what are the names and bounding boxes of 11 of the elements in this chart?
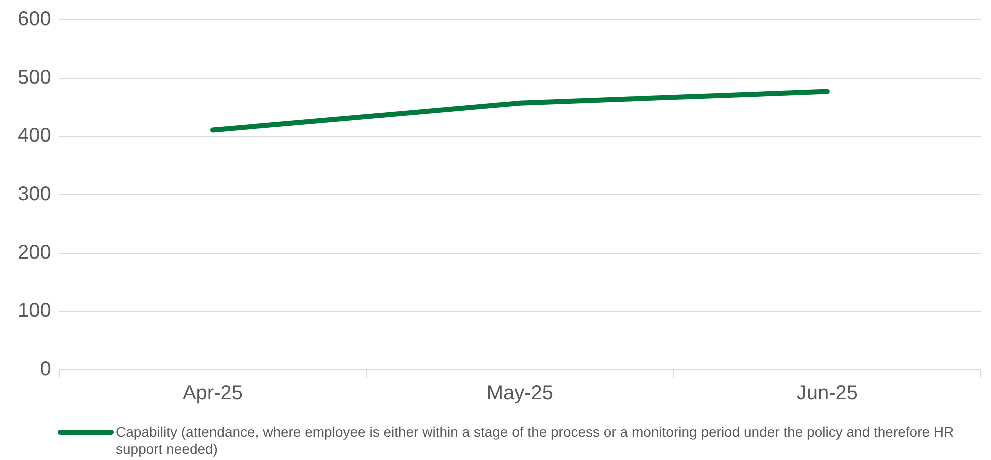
y-tick-label: 300 <box>18 184 52 206</box>
y-tick-label: 0 <box>40 358 52 381</box>
y-tick-label: 600 <box>18 8 52 31</box>
y-tick-label: 500 <box>18 66 52 89</box>
y-tick-label: 200 <box>18 242 52 264</box>
y-tick-label: 400 <box>18 125 52 148</box>
x-tick-label: Apr-25 <box>182 382 243 405</box>
y-tick-label: 100 <box>18 300 52 322</box>
x-tick-label: May-25 <box>486 382 554 405</box>
x-tick-label: Jun-25 <box>796 382 858 405</box>
legend-label: Capability (attendance, where employee is either within a stage of the process or a monitoring period under the policy and therefore HR support needed) <box>116 424 956 458</box>
